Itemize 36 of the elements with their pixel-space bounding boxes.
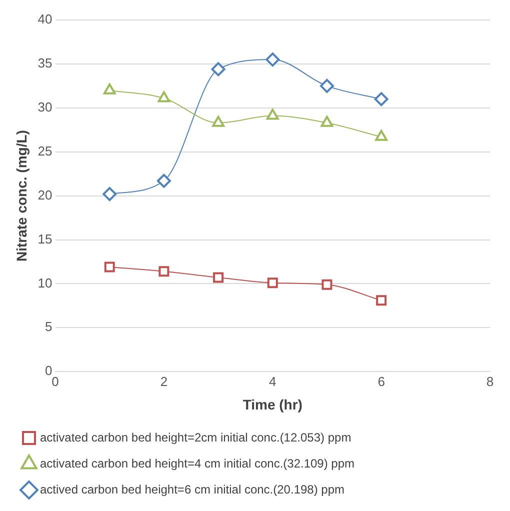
point — [374, 92, 388, 106]
legend-label: activated carbon bed height=2cm initial conc.(12.053) ppm — [40, 430, 352, 444]
point — [158, 266, 170, 277]
y-tick-label: 10 — [38, 275, 52, 290]
point — [322, 279, 332, 290]
point — [320, 78, 334, 93]
y-tick-label: 35 — [38, 56, 52, 71]
point — [266, 108, 279, 120]
y-axis-title: Nitrate conc. (mg/L) — [13, 130, 30, 262]
point — [211, 62, 226, 76]
point — [267, 278, 278, 288]
point — [266, 52, 280, 67]
point — [320, 116, 334, 127]
y-tick-label: 30 — [38, 99, 52, 114]
y-tick-label: 0 — [45, 363, 52, 378]
x-tick-label: 6 — [378, 374, 385, 389]
y-tick-label: 5 — [45, 319, 52, 334]
point — [102, 187, 117, 202]
legend-label: actived carbon bed height=6 cm initial conc.(20.198) ppm — [40, 482, 345, 496]
x-tick-label: 8 — [486, 374, 494, 389]
point — [375, 130, 388, 141]
point — [212, 116, 224, 127]
legend-label: activated carbon bed height=4 cm initial conc.(32.109) ppm — [40, 456, 355, 470]
y-tick-label: 15 — [38, 231, 52, 246]
point — [104, 262, 115, 272]
x-tick-label: 2 — [160, 374, 168, 389]
point — [156, 174, 171, 188]
point — [213, 272, 224, 283]
y-tick-label: 20 — [38, 187, 52, 202]
y-tick-label: 40 — [38, 12, 52, 27]
point — [103, 83, 116, 94]
y-tick-label: 25 — [38, 143, 52, 158]
point — [376, 295, 387, 306]
point — [158, 91, 170, 102]
x-axis-title: Time (hr) — [242, 396, 302, 412]
x-tick-label: 4 — [269, 374, 276, 389]
